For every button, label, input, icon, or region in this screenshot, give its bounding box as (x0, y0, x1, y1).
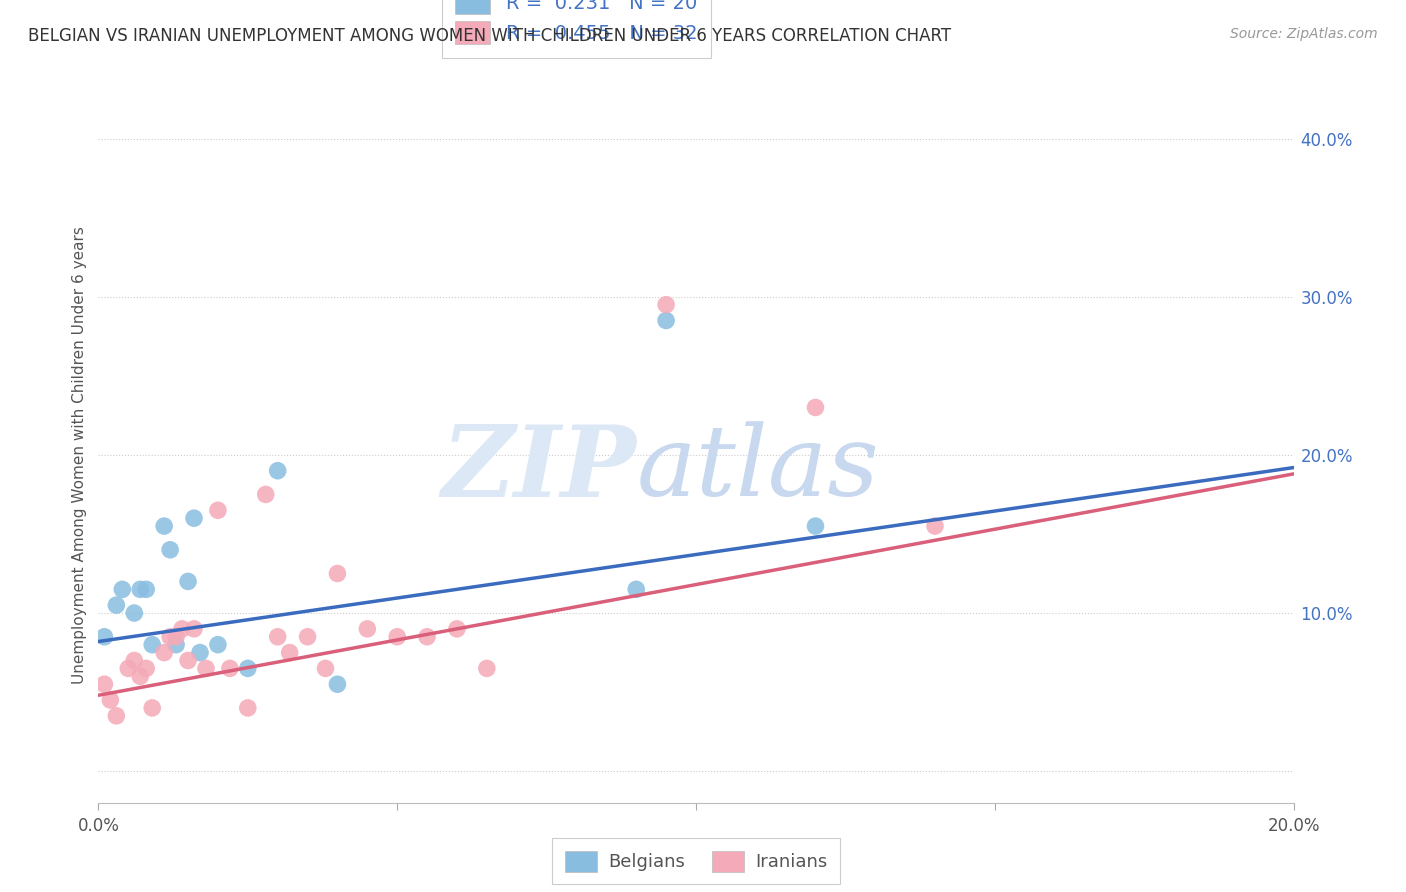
Point (105, 598, 128, 612)
Point (297, 630, 319, 644)
Point (188, 646, 211, 660)
Text: atlas: atlas (637, 421, 879, 516)
Point (177, 574, 200, 589)
Point (195, 661, 218, 675)
Point (475, 661, 498, 675)
Point (278, 646, 301, 660)
Point (172, 622, 194, 636)
Point (236, 701, 259, 715)
Point (254, 487, 277, 501)
Point (207, 503, 229, 517)
Point (159, 630, 181, 644)
Point (924, 519, 946, 533)
Point (141, 638, 163, 652)
Point (117, 661, 139, 675)
Point (416, 630, 439, 644)
Text: Source: ZipAtlas.com: Source: ZipAtlas.com (1230, 27, 1378, 41)
Point (267, 630, 290, 644)
Point (804, 519, 827, 533)
Point (326, 677, 349, 691)
Point (207, 638, 229, 652)
Point (446, 622, 468, 636)
Point (165, 630, 187, 644)
Point (93, 630, 115, 644)
Point (655, 298, 678, 312)
Point (236, 661, 259, 675)
Point (385, 630, 409, 644)
Point (177, 653, 200, 667)
Point (135, 582, 157, 597)
Point (141, 701, 163, 715)
Point (129, 582, 152, 597)
Point (124, 653, 146, 667)
Point (124, 606, 146, 620)
Legend: Belgians, Iranians: Belgians, Iranians (553, 838, 839, 884)
Point (93, 677, 115, 691)
Point (165, 638, 187, 652)
Y-axis label: Unemployment Among Women with Children Under 6 years: Unemployment Among Women with Children U… (72, 226, 87, 684)
Text: BELGIAN VS IRANIAN UNEMPLOYMENT AMONG WOMEN WITH CHILDREN UNDER 6 YEARS CORRELAT: BELGIAN VS IRANIAN UNEMPLOYMENT AMONG WO… (28, 27, 952, 45)
Point (153, 519, 176, 533)
Point (356, 622, 378, 636)
Point (159, 542, 181, 557)
Point (183, 622, 205, 636)
Point (655, 313, 678, 327)
Point (129, 669, 152, 683)
Point (326, 566, 349, 581)
Point (315, 661, 337, 675)
Point (105, 708, 128, 723)
Point (111, 582, 134, 597)
Text: ZIP: ZIP (441, 421, 637, 517)
Point (626, 582, 648, 597)
Point (183, 511, 205, 525)
Point (135, 661, 157, 675)
Point (804, 401, 827, 415)
Point (153, 646, 176, 660)
Point (100, 693, 122, 707)
Point (267, 464, 290, 478)
Point (219, 661, 242, 675)
